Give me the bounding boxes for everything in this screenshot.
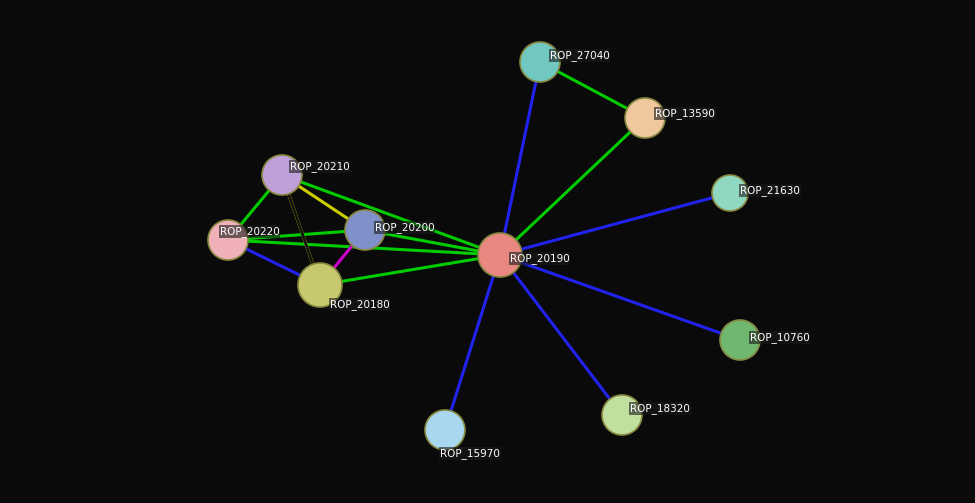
Circle shape bbox=[262, 155, 302, 195]
Text: ROP_21630: ROP_21630 bbox=[740, 185, 799, 196]
Text: ROP_20210: ROP_20210 bbox=[290, 161, 350, 172]
Text: ROP_20180: ROP_20180 bbox=[330, 299, 390, 310]
Circle shape bbox=[298, 263, 342, 307]
Text: ROP_15970: ROP_15970 bbox=[440, 448, 500, 459]
Text: ROP_18320: ROP_18320 bbox=[630, 403, 690, 414]
Circle shape bbox=[208, 220, 248, 260]
Circle shape bbox=[478, 233, 522, 277]
Circle shape bbox=[602, 395, 642, 435]
Text: ROP_20220: ROP_20220 bbox=[220, 226, 280, 237]
Text: ROP_20190: ROP_20190 bbox=[510, 253, 569, 264]
Text: ROP_20200: ROP_20200 bbox=[375, 222, 435, 233]
Text: ROP_13590: ROP_13590 bbox=[655, 108, 715, 119]
Circle shape bbox=[625, 98, 665, 138]
Circle shape bbox=[720, 320, 760, 360]
Circle shape bbox=[712, 175, 748, 211]
Text: ROP_27040: ROP_27040 bbox=[550, 50, 609, 61]
Circle shape bbox=[425, 410, 465, 450]
Circle shape bbox=[520, 42, 560, 82]
Circle shape bbox=[345, 210, 385, 250]
Text: ROP_10760: ROP_10760 bbox=[750, 332, 810, 343]
